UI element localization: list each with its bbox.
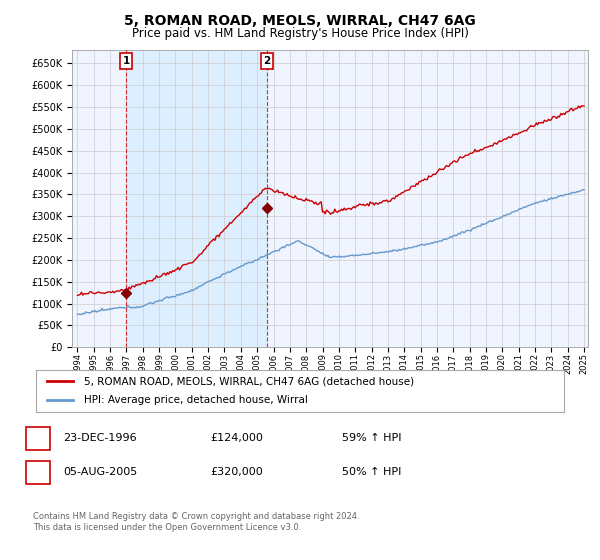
Text: 5, ROMAN ROAD, MEOLS, WIRRAL, CH47 6AG (detached house): 5, ROMAN ROAD, MEOLS, WIRRAL, CH47 6AG (… xyxy=(83,376,413,386)
Text: 23-DEC-1996: 23-DEC-1996 xyxy=(64,433,137,443)
Text: Contains HM Land Registry data © Crown copyright and database right 2024.
This d: Contains HM Land Registry data © Crown c… xyxy=(33,512,359,532)
Text: 1: 1 xyxy=(122,56,130,66)
Text: Price paid vs. HM Land Registry's House Price Index (HPI): Price paid vs. HM Land Registry's House … xyxy=(131,27,469,40)
Text: HPI: Average price, detached house, Wirral: HPI: Average price, detached house, Wirr… xyxy=(83,395,307,405)
Text: £320,000: £320,000 xyxy=(210,467,263,477)
Text: 1: 1 xyxy=(35,433,42,443)
Text: 5, ROMAN ROAD, MEOLS, WIRRAL, CH47 6AG: 5, ROMAN ROAD, MEOLS, WIRRAL, CH47 6AG xyxy=(124,14,476,28)
Text: £124,000: £124,000 xyxy=(210,433,263,443)
Text: 2: 2 xyxy=(35,467,42,477)
Text: 2: 2 xyxy=(263,56,271,66)
Bar xyxy=(126,50,267,347)
Text: 59% ↑ HPI: 59% ↑ HPI xyxy=(342,433,401,443)
Text: 50% ↑ HPI: 50% ↑ HPI xyxy=(342,467,401,477)
Text: 05-AUG-2005: 05-AUG-2005 xyxy=(64,467,138,477)
